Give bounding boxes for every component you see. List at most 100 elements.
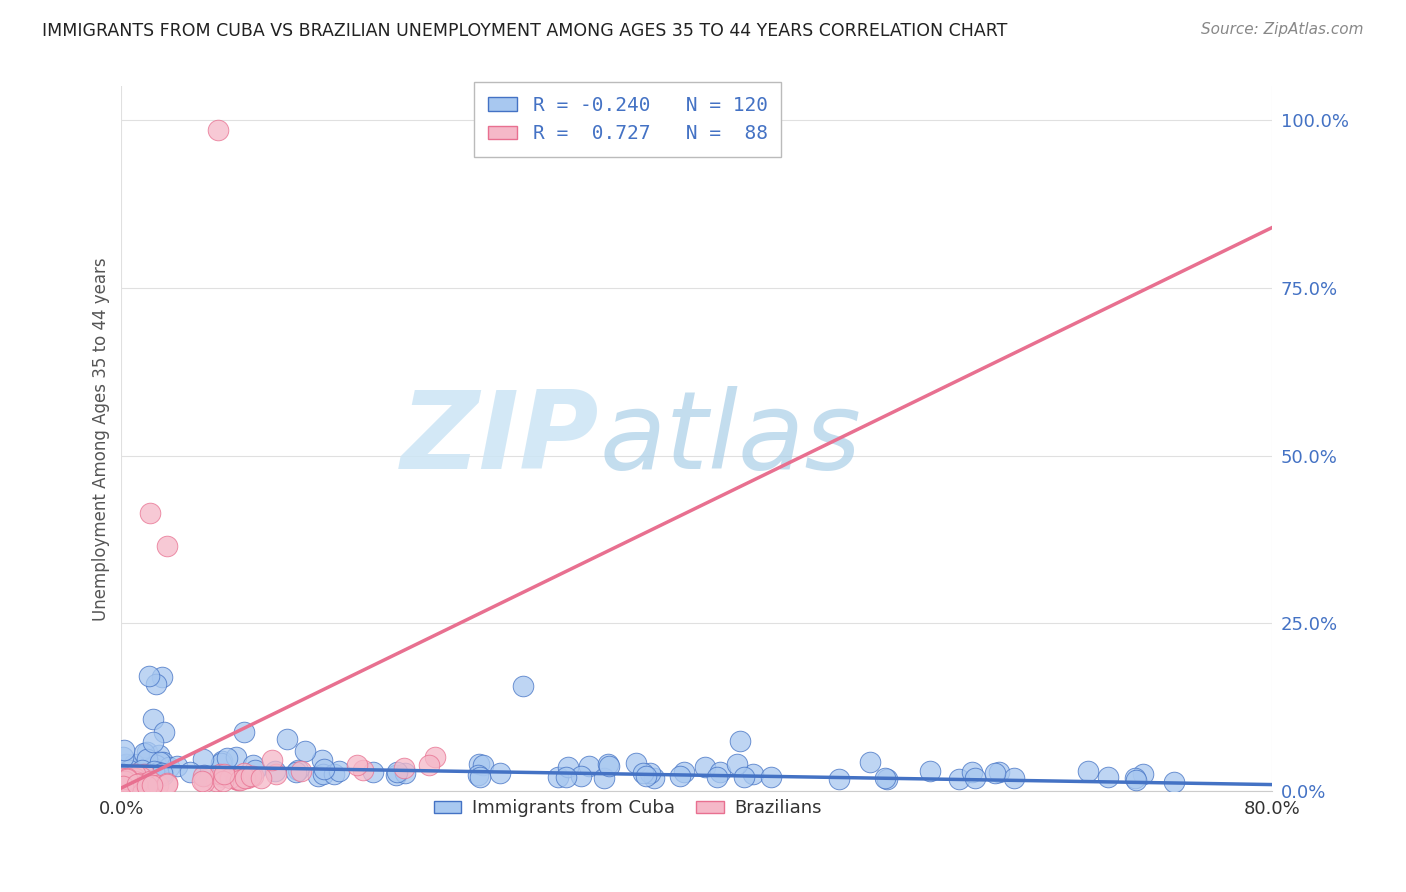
- Point: [209, 756, 232, 770]
- Point: [112, 780, 135, 794]
- Point: [134, 777, 156, 791]
- Point: [263, 764, 285, 779]
- Point: [111, 772, 134, 787]
- Point: [418, 758, 440, 772]
- Text: ZIP: ZIP: [401, 386, 599, 491]
- Point: [290, 764, 312, 778]
- Point: [121, 780, 143, 794]
- Point: [988, 764, 1011, 779]
- Point: [114, 773, 136, 788]
- Point: [233, 770, 256, 784]
- Point: [136, 752, 159, 766]
- Point: [139, 774, 162, 789]
- Point: [142, 764, 165, 779]
- Point: [135, 760, 157, 774]
- Point: [129, 776, 152, 790]
- Point: [262, 753, 284, 767]
- Point: [129, 770, 152, 784]
- Point: [233, 725, 256, 739]
- Point: [128, 780, 150, 794]
- Point: [709, 764, 731, 779]
- Text: atlas: atlas: [599, 386, 860, 491]
- Point: [150, 670, 173, 684]
- Point: [193, 775, 215, 789]
- Point: [633, 766, 655, 780]
- Point: [129, 779, 152, 793]
- Point: [1123, 771, 1146, 785]
- Point: [470, 770, 492, 784]
- Point: [124, 780, 146, 794]
- Point: [121, 780, 143, 794]
- Point: [124, 757, 146, 772]
- Point: [392, 761, 415, 775]
- Point: [157, 760, 180, 774]
- Point: [156, 539, 179, 553]
- Point: [672, 764, 695, 779]
- Point: [311, 754, 333, 768]
- Point: [148, 748, 170, 763]
- Point: [1002, 771, 1025, 785]
- Point: [960, 764, 983, 779]
- Point: [125, 779, 148, 793]
- Point: [141, 760, 163, 774]
- Point: [191, 752, 214, 766]
- Point: [555, 770, 578, 784]
- Point: [124, 777, 146, 791]
- Point: [759, 770, 782, 784]
- Point: [193, 768, 215, 782]
- Point: [142, 767, 165, 781]
- Point: [328, 764, 350, 779]
- Point: [728, 733, 751, 747]
- Point: [984, 765, 1007, 780]
- Point: [212, 766, 235, 780]
- Point: [918, 764, 941, 779]
- Point: [191, 773, 214, 788]
- Point: [138, 777, 160, 791]
- Point: [212, 773, 235, 788]
- Point: [138, 777, 160, 791]
- Point: [131, 764, 153, 778]
- Point: [138, 763, 160, 777]
- Point: [229, 772, 252, 787]
- Point: [569, 769, 592, 783]
- Point: [1132, 766, 1154, 780]
- Point: [1125, 772, 1147, 787]
- Point: [139, 775, 162, 789]
- Point: [129, 776, 152, 790]
- Point: [226, 772, 249, 787]
- Point: [125, 776, 148, 790]
- Point: [111, 779, 134, 793]
- Point: [138, 669, 160, 683]
- Point: [131, 779, 153, 793]
- Point: [307, 769, 329, 783]
- Point: [876, 772, 898, 786]
- Point: [238, 769, 260, 783]
- Point: [124, 774, 146, 789]
- Point: [115, 757, 138, 772]
- Point: [124, 766, 146, 780]
- Text: IMMIGRANTS FROM CUBA VS BRAZILIAN UNEMPLOYMENT AMONG AGES 35 TO 44 YEARS CORRELA: IMMIGRANTS FROM CUBA VS BRAZILIAN UNEMPL…: [42, 22, 1008, 40]
- Point: [512, 680, 534, 694]
- Point: [138, 765, 160, 780]
- Point: [136, 776, 159, 790]
- Point: [1097, 770, 1119, 784]
- Point: [733, 770, 755, 784]
- Point: [352, 763, 374, 777]
- Point: [110, 772, 132, 786]
- Point: [346, 758, 368, 772]
- Point: [205, 773, 228, 788]
- Point: [124, 766, 146, 780]
- Point: [226, 772, 249, 787]
- Point: [742, 767, 765, 781]
- Point: [875, 771, 897, 785]
- Point: [125, 777, 148, 791]
- Point: [136, 778, 159, 792]
- Point: [146, 765, 169, 780]
- Point: [118, 780, 141, 794]
- Point: [111, 767, 134, 781]
- Point: [124, 771, 146, 785]
- Point: [634, 769, 657, 783]
- Point: [557, 760, 579, 774]
- Point: [141, 778, 163, 792]
- Point: [706, 770, 728, 784]
